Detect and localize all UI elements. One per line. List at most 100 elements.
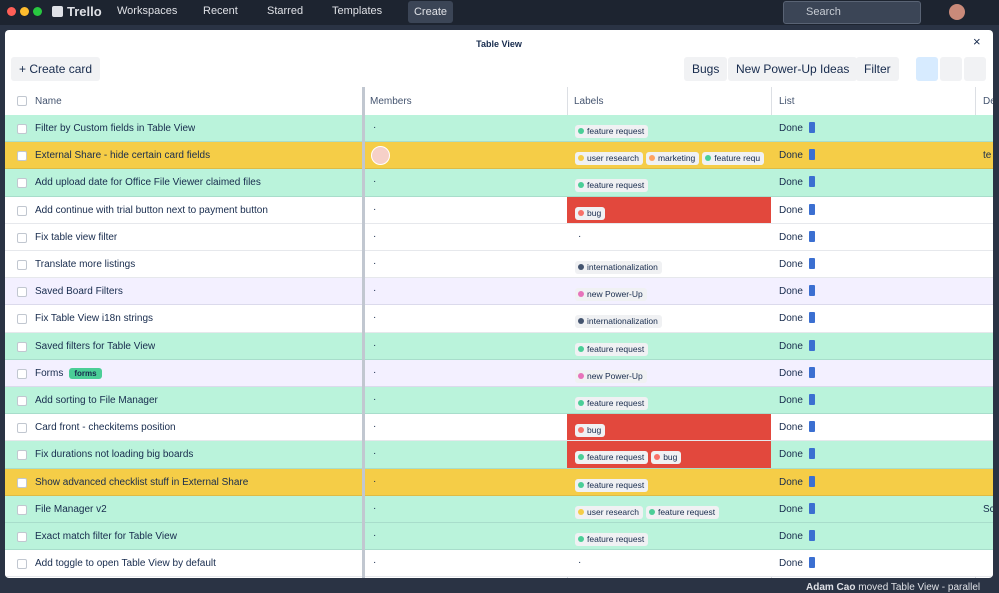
list-name[interactable]: Done (779, 367, 803, 379)
avatar[interactable] (949, 4, 965, 20)
nav-item[interactable]: Workspaces (117, 5, 178, 17)
create-card-button[interactable]: + Create card (11, 57, 101, 81)
row-checkbox[interactable] (17, 450, 27, 461)
list-name[interactable]: Done (779, 286, 803, 298)
list-name[interactable]: Done (779, 476, 803, 488)
table-row: Filter by Custom fields in Table View · fe… (5, 115, 993, 143)
card-name[interactable]: Add sorting to File Manager (35, 395, 158, 406)
label-chip[interactable]: feature requ (702, 152, 765, 166)
label-chip[interactable]: feature request (575, 342, 649, 356)
row-checkbox[interactable] (17, 178, 27, 189)
brand[interactable]: Trello (67, 4, 102, 19)
card-name[interactable]: External Share - hide certain card field… (35, 150, 210, 161)
label-dot (578, 264, 584, 270)
row-checkbox[interactable] (17, 368, 27, 379)
row-checkbox[interactable] (17, 260, 27, 270)
label-chip[interactable]: feature request (575, 125, 649, 138)
row-checkbox[interactable] (17, 151, 27, 162)
list-name[interactable]: Done (779, 177, 803, 189)
column-header[interactable]: Name (35, 96, 62, 107)
label-chip[interactable]: feature request (645, 505, 720, 519)
card-name[interactable]: Fix table view filter (35, 232, 117, 243)
column-header[interactable]: Members (370, 96, 412, 107)
list-name[interactable]: Done (779, 204, 803, 216)
label-chip[interactable]: user research (575, 505, 643, 519)
label-chip[interactable]: feature request (575, 451, 649, 465)
members-cell: · (373, 312, 377, 324)
column-header[interactable]: Labels (574, 96, 604, 107)
label-chip[interactable]: user research (575, 152, 643, 166)
nav-item[interactable]: Templates (332, 5, 383, 17)
toolbar-button[interactable]: Bugs (684, 57, 728, 81)
label-chip[interactable]: bug (651, 451, 682, 465)
label-chip[interactable]: feature request (575, 179, 649, 193)
card-name[interactable]: Add upload date for Office File Viewer c… (35, 177, 261, 188)
row-checkbox[interactable] (17, 477, 27, 488)
card-name[interactable]: Fix durations not loading big boards (35, 449, 193, 460)
row-checkbox[interactable] (17, 423, 27, 434)
header-checkbox[interactable] (17, 96, 27, 106)
toolbar-button[interactable]: New Power-Up Ideas (728, 57, 858, 81)
view-toggle[interactable] (940, 57, 962, 81)
card-name[interactable]: Add toggle to open Table View by default (35, 558, 216, 569)
nav-item[interactable]: Starred (267, 5, 304, 17)
list-name[interactable]: Done (779, 231, 803, 243)
nav-item[interactable]: Recent (203, 5, 238, 17)
card-name[interactable]: Translate more listings (35, 259, 135, 270)
label-chip[interactable]: new Power-Up (575, 288, 647, 302)
card-name[interactable]: Fix Table View i18n strings (35, 313, 153, 324)
label-chip[interactable]: marketing (645, 152, 700, 166)
label-chip[interactable]: bug (575, 206, 606, 220)
list-name[interactable]: Done (779, 531, 803, 542)
create-button[interactable]: Create (408, 1, 453, 23)
card-name[interactable]: Filter by Custom fields in Table View (35, 123, 195, 134)
view-toggle[interactable] (916, 57, 938, 81)
max-dot[interactable] (33, 7, 42, 16)
member-avatar[interactable] (371, 146, 390, 166)
card-name[interactable]: File Manager v2 (35, 504, 107, 515)
row-checkbox[interactable] (17, 532, 27, 542)
column-header[interactable]: List (779, 96, 795, 107)
min-dot[interactable] (20, 7, 29, 16)
label-chip[interactable]: new Power-Up (575, 369, 647, 383)
list-name[interactable]: Done (779, 503, 803, 515)
list-name[interactable]: Done (779, 313, 803, 325)
card-name[interactable]: Add continue with trial button next to p… (35, 205, 268, 216)
row-checkbox[interactable] (17, 287, 27, 298)
label-chip[interactable]: feature request (575, 533, 649, 546)
close-dot[interactable] (7, 7, 16, 16)
row-checkbox[interactable] (17, 205, 27, 216)
card-name[interactable]: Saved filters for Table View (35, 341, 155, 352)
column-header[interactable]: De (983, 96, 993, 107)
row-checkbox[interactable] (17, 341, 27, 352)
label-chip[interactable]: internationalization (575, 315, 662, 329)
list-name[interactable]: Done (779, 259, 803, 270)
card-name[interactable]: Card front - checkitems position (35, 422, 176, 433)
label-chip[interactable]: feature request (575, 397, 649, 410)
card-name[interactable]: Saved Board Filters (35, 286, 123, 297)
row-checkbox[interactable] (17, 124, 27, 134)
list-name[interactable]: Done (779, 422, 803, 434)
label-chip[interactable]: bug (575, 424, 606, 438)
label-chip[interactable]: feature request (575, 478, 649, 492)
label-chip[interactable]: internationalization (575, 261, 662, 274)
list-name[interactable]: Done (779, 449, 803, 461)
card-name[interactable]: Forms forms (35, 367, 102, 379)
close-button[interactable]: × (973, 34, 981, 49)
list-name[interactable]: Done (779, 558, 803, 570)
row-checkbox[interactable] (17, 504, 27, 515)
label-text: bug (587, 425, 602, 436)
search-box[interactable]: Search (783, 1, 921, 24)
toolbar-button[interactable]: Filter (856, 57, 899, 81)
card-name[interactable]: Exact match filter for Table View (35, 531, 177, 542)
card-name[interactable]: Show advanced checklist stuff in Externa… (35, 477, 248, 488)
list-name[interactable]: Done (779, 150, 803, 162)
list-name[interactable]: Done (779, 395, 803, 406)
row-checkbox[interactable] (17, 232, 27, 243)
view-toggle[interactable] (964, 57, 986, 81)
row-checkbox[interactable] (17, 396, 27, 406)
list-name[interactable]: Done (779, 123, 803, 134)
list-name[interactable]: Done (779, 340, 803, 352)
row-checkbox[interactable] (17, 559, 27, 570)
row-checkbox[interactable] (17, 314, 27, 325)
